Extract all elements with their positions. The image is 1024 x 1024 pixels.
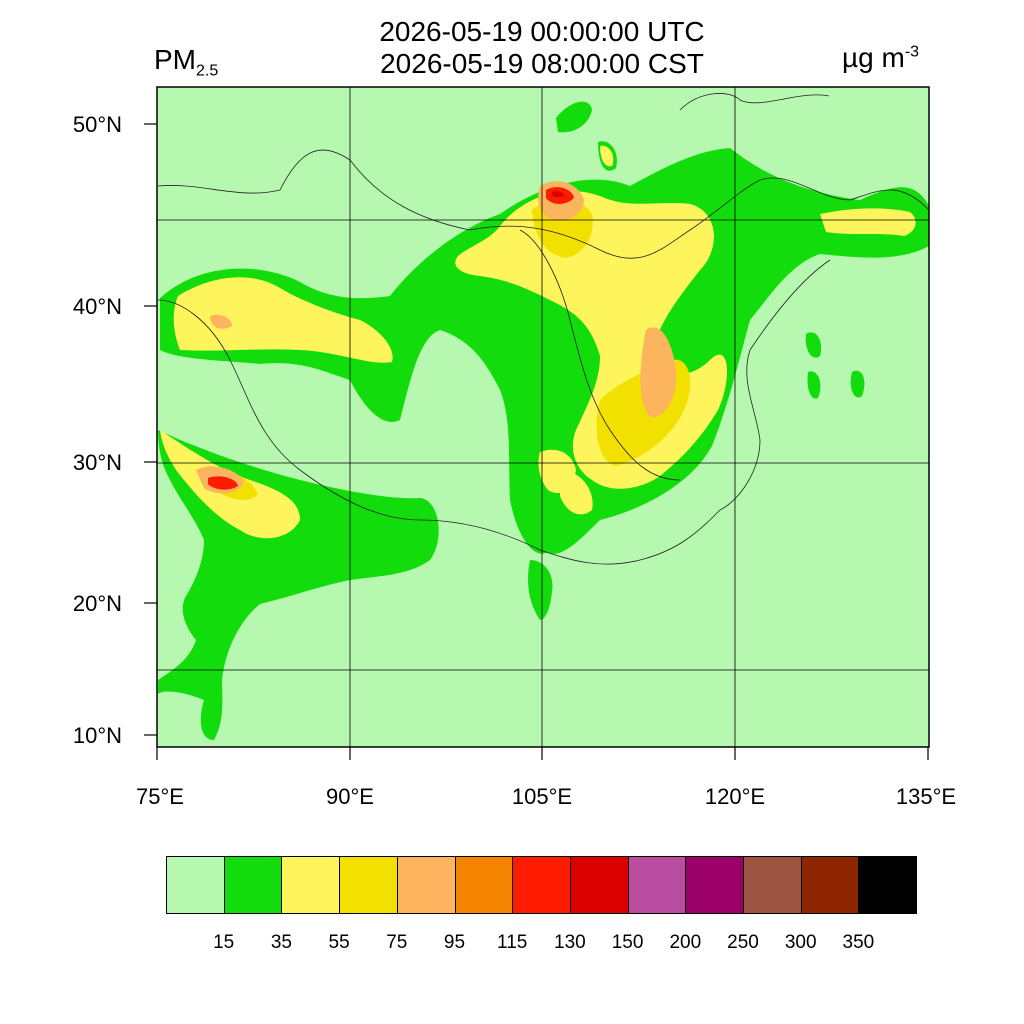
country-borders (157, 93, 929, 565)
plume-150-200 (552, 191, 564, 198)
units-label: µg m-3 (842, 42, 919, 74)
colorbar-label: 75 (386, 932, 408, 953)
colorbar-label: 200 (669, 932, 702, 953)
map-frame (156, 86, 930, 748)
lon-label-105: 105°E (511, 784, 573, 809)
colorbar-label: 130 (554, 932, 586, 953)
variable-subscript: 2.5 (196, 62, 219, 80)
colorbar-box-7 (569, 856, 629, 914)
variable-label: PM2.5 (154, 44, 218, 81)
colorbar-label: 150 (611, 932, 644, 953)
colorbar-box-1 (223, 856, 282, 914)
colorbar-label: 300 (784, 932, 817, 953)
colorbar-label: 350 (842, 932, 875, 953)
colorbar-box-11 (800, 856, 859, 914)
title-utc: 2026-05-19 00:00:00 UTC (379, 16, 705, 47)
lon-label-135: 135°E (895, 784, 957, 809)
colorbar-label: 15 (213, 932, 235, 953)
graticule (157, 87, 929, 747)
colorbar-box-4 (396, 856, 455, 914)
colorbar-label: 95 (443, 932, 466, 953)
colorbar-box-12 (858, 856, 917, 914)
tick-marks (144, 123, 929, 760)
colorbar-box-2 (281, 856, 340, 914)
colorbar-label: 250 (727, 932, 759, 953)
colorbar-label: 115 (497, 932, 528, 953)
colorbar-box-10 (743, 856, 802, 914)
lat-label-30: 30°N (72, 450, 122, 475)
colorbar-box-3 (339, 856, 398, 914)
lat-label-40: 40°N (72, 294, 122, 319)
units-superscript: -3 (904, 43, 920, 61)
colorbar-box-8 (627, 856, 686, 914)
colorbar-label: 35 (270, 932, 292, 953)
colorbar-box-6 (512, 856, 571, 914)
colorbar-box-5 (454, 856, 513, 914)
lat-label-20: 20°N (72, 591, 122, 616)
colorbar-box-9 (685, 856, 744, 914)
lat-label-10: 10°N (72, 723, 122, 748)
lon-label-120: 120°E (704, 784, 766, 809)
lon-label-75: 75°E (136, 784, 184, 809)
lon-label-90: 90°E (326, 784, 374, 809)
pollution-plumes (158, 101, 929, 740)
lat-label-50: 50°N (72, 112, 122, 137)
colorbar-label: 55 (328, 932, 350, 953)
title-cst: 2026-05-19 08:00:00 CST (380, 48, 704, 79)
colorbar-box-0 (166, 856, 225, 914)
variable-name: PM (154, 44, 196, 75)
units-text: µg m (842, 42, 905, 73)
